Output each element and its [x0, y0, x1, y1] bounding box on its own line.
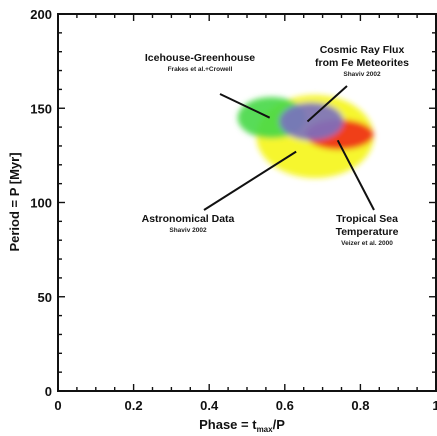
- x-tick-label: 0.4: [200, 398, 219, 413]
- x-axis-title-subscript: max: [257, 425, 274, 434]
- y-tick-label: 0: [45, 384, 52, 399]
- y-tick-label: 100: [30, 196, 52, 211]
- y-axis-title: Period = P [Myr]: [7, 152, 22, 251]
- x-tick-label: 0.2: [125, 398, 143, 413]
- annotation-icehouse-pointer: [219, 93, 271, 119]
- annotation-astronomical-source: Shaviv 2002: [169, 227, 207, 234]
- x-axis-title-main: Phase = t: [199, 417, 257, 432]
- y-tick-label: 200: [30, 7, 52, 22]
- x-axis-title: Phase = tmax/P: [199, 417, 285, 434]
- x-tick-label: 1: [432, 398, 437, 413]
- annotation-tropical-title: Tropical Sea: [336, 213, 398, 225]
- annotation-icehouse-title: Icehouse-Greenhouse: [145, 52, 255, 64]
- annotation-tropical-title: Temperature: [336, 226, 399, 238]
- axis-ticks: [57, 13, 437, 392]
- x-tick-label: 0.6: [276, 398, 294, 413]
- tick-labels: 0 0.2 0.4 0.6 0.8 1 0 50 100 150 200: [30, 7, 437, 413]
- y-tick-label: 150: [30, 101, 52, 116]
- annotation-cosmic-title: Cosmic Ray Flux: [320, 44, 405, 56]
- x-axis-title-tail: /P: [273, 417, 286, 432]
- x-tick-label: 0.8: [351, 398, 369, 413]
- confidence-regions: [237, 95, 374, 178]
- annotations: Icehouse-Greenhouse Frakes et al.+Crowell…: [142, 44, 410, 247]
- annotation-icehouse-source: Frakes et al.+Crowell: [168, 66, 233, 73]
- region-cosmic: [279, 102, 344, 141]
- annotation-tropical-pointer: [336, 139, 375, 211]
- y-tick-label: 50: [38, 290, 52, 305]
- annotation-icehouse: Icehouse-Greenhouse Frakes et al.+Crowell: [145, 52, 271, 119]
- annotation-cosmic-source: Shaviv 2002: [343, 71, 381, 78]
- annotation-cosmic-title: from Fe Meteorites: [315, 57, 409, 69]
- annotation-cosmic-pointer: [306, 85, 348, 123]
- annotation-astronomical: Astronomical Data Shaviv 2002: [142, 150, 297, 234]
- annotation-astronomical-title: Astronomical Data: [142, 213, 235, 225]
- annotation-tropical-source: Veizer et al. 2000: [341, 240, 393, 247]
- x-tick-label: 0: [54, 398, 61, 413]
- annotation-astronomical-pointer: [203, 150, 297, 211]
